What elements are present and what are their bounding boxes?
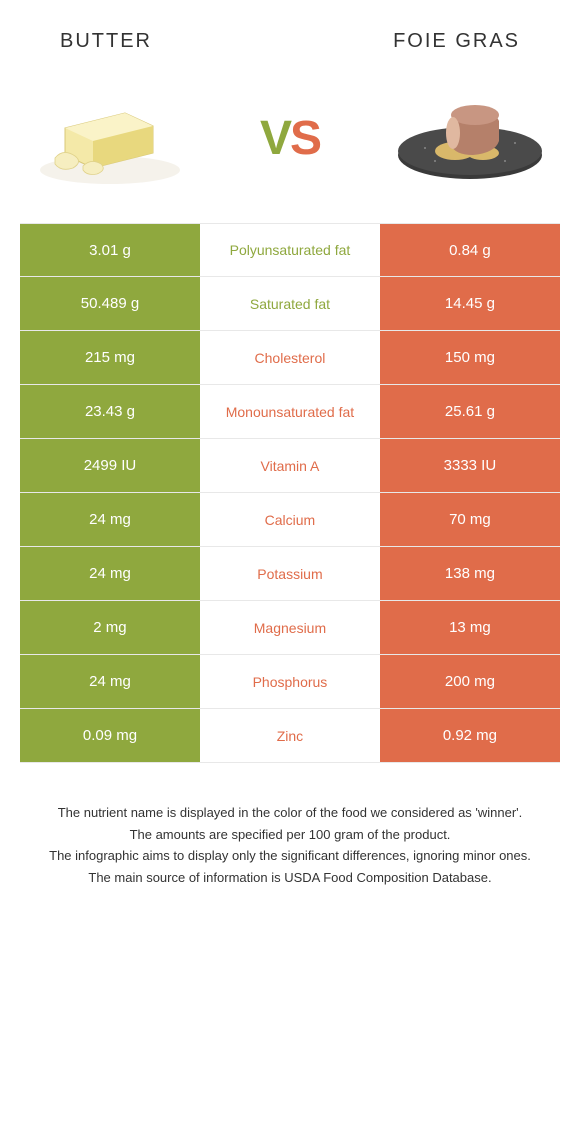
- vs-label: VS: [260, 111, 320, 166]
- right-value: 14.45 g: [380, 277, 560, 330]
- left-value: 24 mg: [20, 547, 200, 600]
- nutrient-label: Vitamin A: [200, 439, 380, 492]
- comparison-table: 3.01 gPolyunsaturated fat0.84 g50.489 gS…: [0, 223, 580, 763]
- left-food-title: BUTTER: [60, 30, 152, 53]
- left-value: 215 mg: [20, 331, 200, 384]
- nutrient-label: Zinc: [200, 709, 380, 762]
- vs-s: S: [290, 112, 320, 165]
- right-value: 70 mg: [380, 493, 560, 546]
- table-row: 24 mgCalcium70 mg: [20, 493, 560, 547]
- left-value: 2 mg: [20, 601, 200, 654]
- left-value: 0.09 mg: [20, 709, 200, 762]
- table-row: 0.09 mgZinc0.92 mg: [20, 709, 560, 763]
- nutrient-label: Magnesium: [200, 601, 380, 654]
- butter-image: [30, 83, 190, 193]
- nutrient-label: Potassium: [200, 547, 380, 600]
- right-value: 200 mg: [380, 655, 560, 708]
- left-value: 24 mg: [20, 493, 200, 546]
- images-row: VS: [0, 73, 580, 223]
- table-row: 24 mgPhosphorus200 mg: [20, 655, 560, 709]
- foiegras-icon: [395, 93, 545, 183]
- footnote-line: The amounts are specified per 100 gram o…: [30, 825, 550, 845]
- nutrient-label: Calcium: [200, 493, 380, 546]
- left-value: 2499 IU: [20, 439, 200, 492]
- left-value: 3.01 g: [20, 224, 200, 276]
- right-value: 25.61 g: [380, 385, 560, 438]
- foiegras-image: [390, 83, 550, 193]
- nutrient-label: Cholesterol: [200, 331, 380, 384]
- header: BUTTER FOIE GRAS: [0, 0, 580, 73]
- table-row: 24 mgPotassium138 mg: [20, 547, 560, 601]
- table-row: 23.43 gMonounsaturated fat25.61 g: [20, 385, 560, 439]
- table-row: 2499 IUVitamin A3333 IU: [20, 439, 560, 493]
- footnotes: The nutrient name is displayed in the co…: [0, 763, 580, 919]
- right-value: 150 mg: [380, 331, 560, 384]
- table-row: 3.01 gPolyunsaturated fat0.84 g: [20, 223, 560, 277]
- table-row: 215 mgCholesterol150 mg: [20, 331, 560, 385]
- right-value: 3333 IU: [380, 439, 560, 492]
- nutrient-label: Monounsaturated fat: [200, 385, 380, 438]
- nutrient-label: Saturated fat: [200, 277, 380, 330]
- right-value: 138 mg: [380, 547, 560, 600]
- butter-icon: [35, 88, 185, 188]
- table-row: 50.489 gSaturated fat14.45 g: [20, 277, 560, 331]
- table-row: 2 mgMagnesium13 mg: [20, 601, 560, 655]
- nutrient-label: Polyunsaturated fat: [200, 224, 380, 276]
- footnote-line: The infographic aims to display only the…: [30, 846, 550, 866]
- left-value: 50.489 g: [20, 277, 200, 330]
- right-value: 0.92 mg: [380, 709, 560, 762]
- right-value: 0.84 g: [380, 224, 560, 276]
- right-food-title: FOIE GRAS: [393, 30, 520, 53]
- vs-v: V: [260, 112, 290, 165]
- nutrient-label: Phosphorus: [200, 655, 380, 708]
- footnote-line: The nutrient name is displayed in the co…: [30, 803, 550, 823]
- right-value: 13 mg: [380, 601, 560, 654]
- left-value: 23.43 g: [20, 385, 200, 438]
- left-value: 24 mg: [20, 655, 200, 708]
- footnote-line: The main source of information is USDA F…: [30, 868, 550, 888]
